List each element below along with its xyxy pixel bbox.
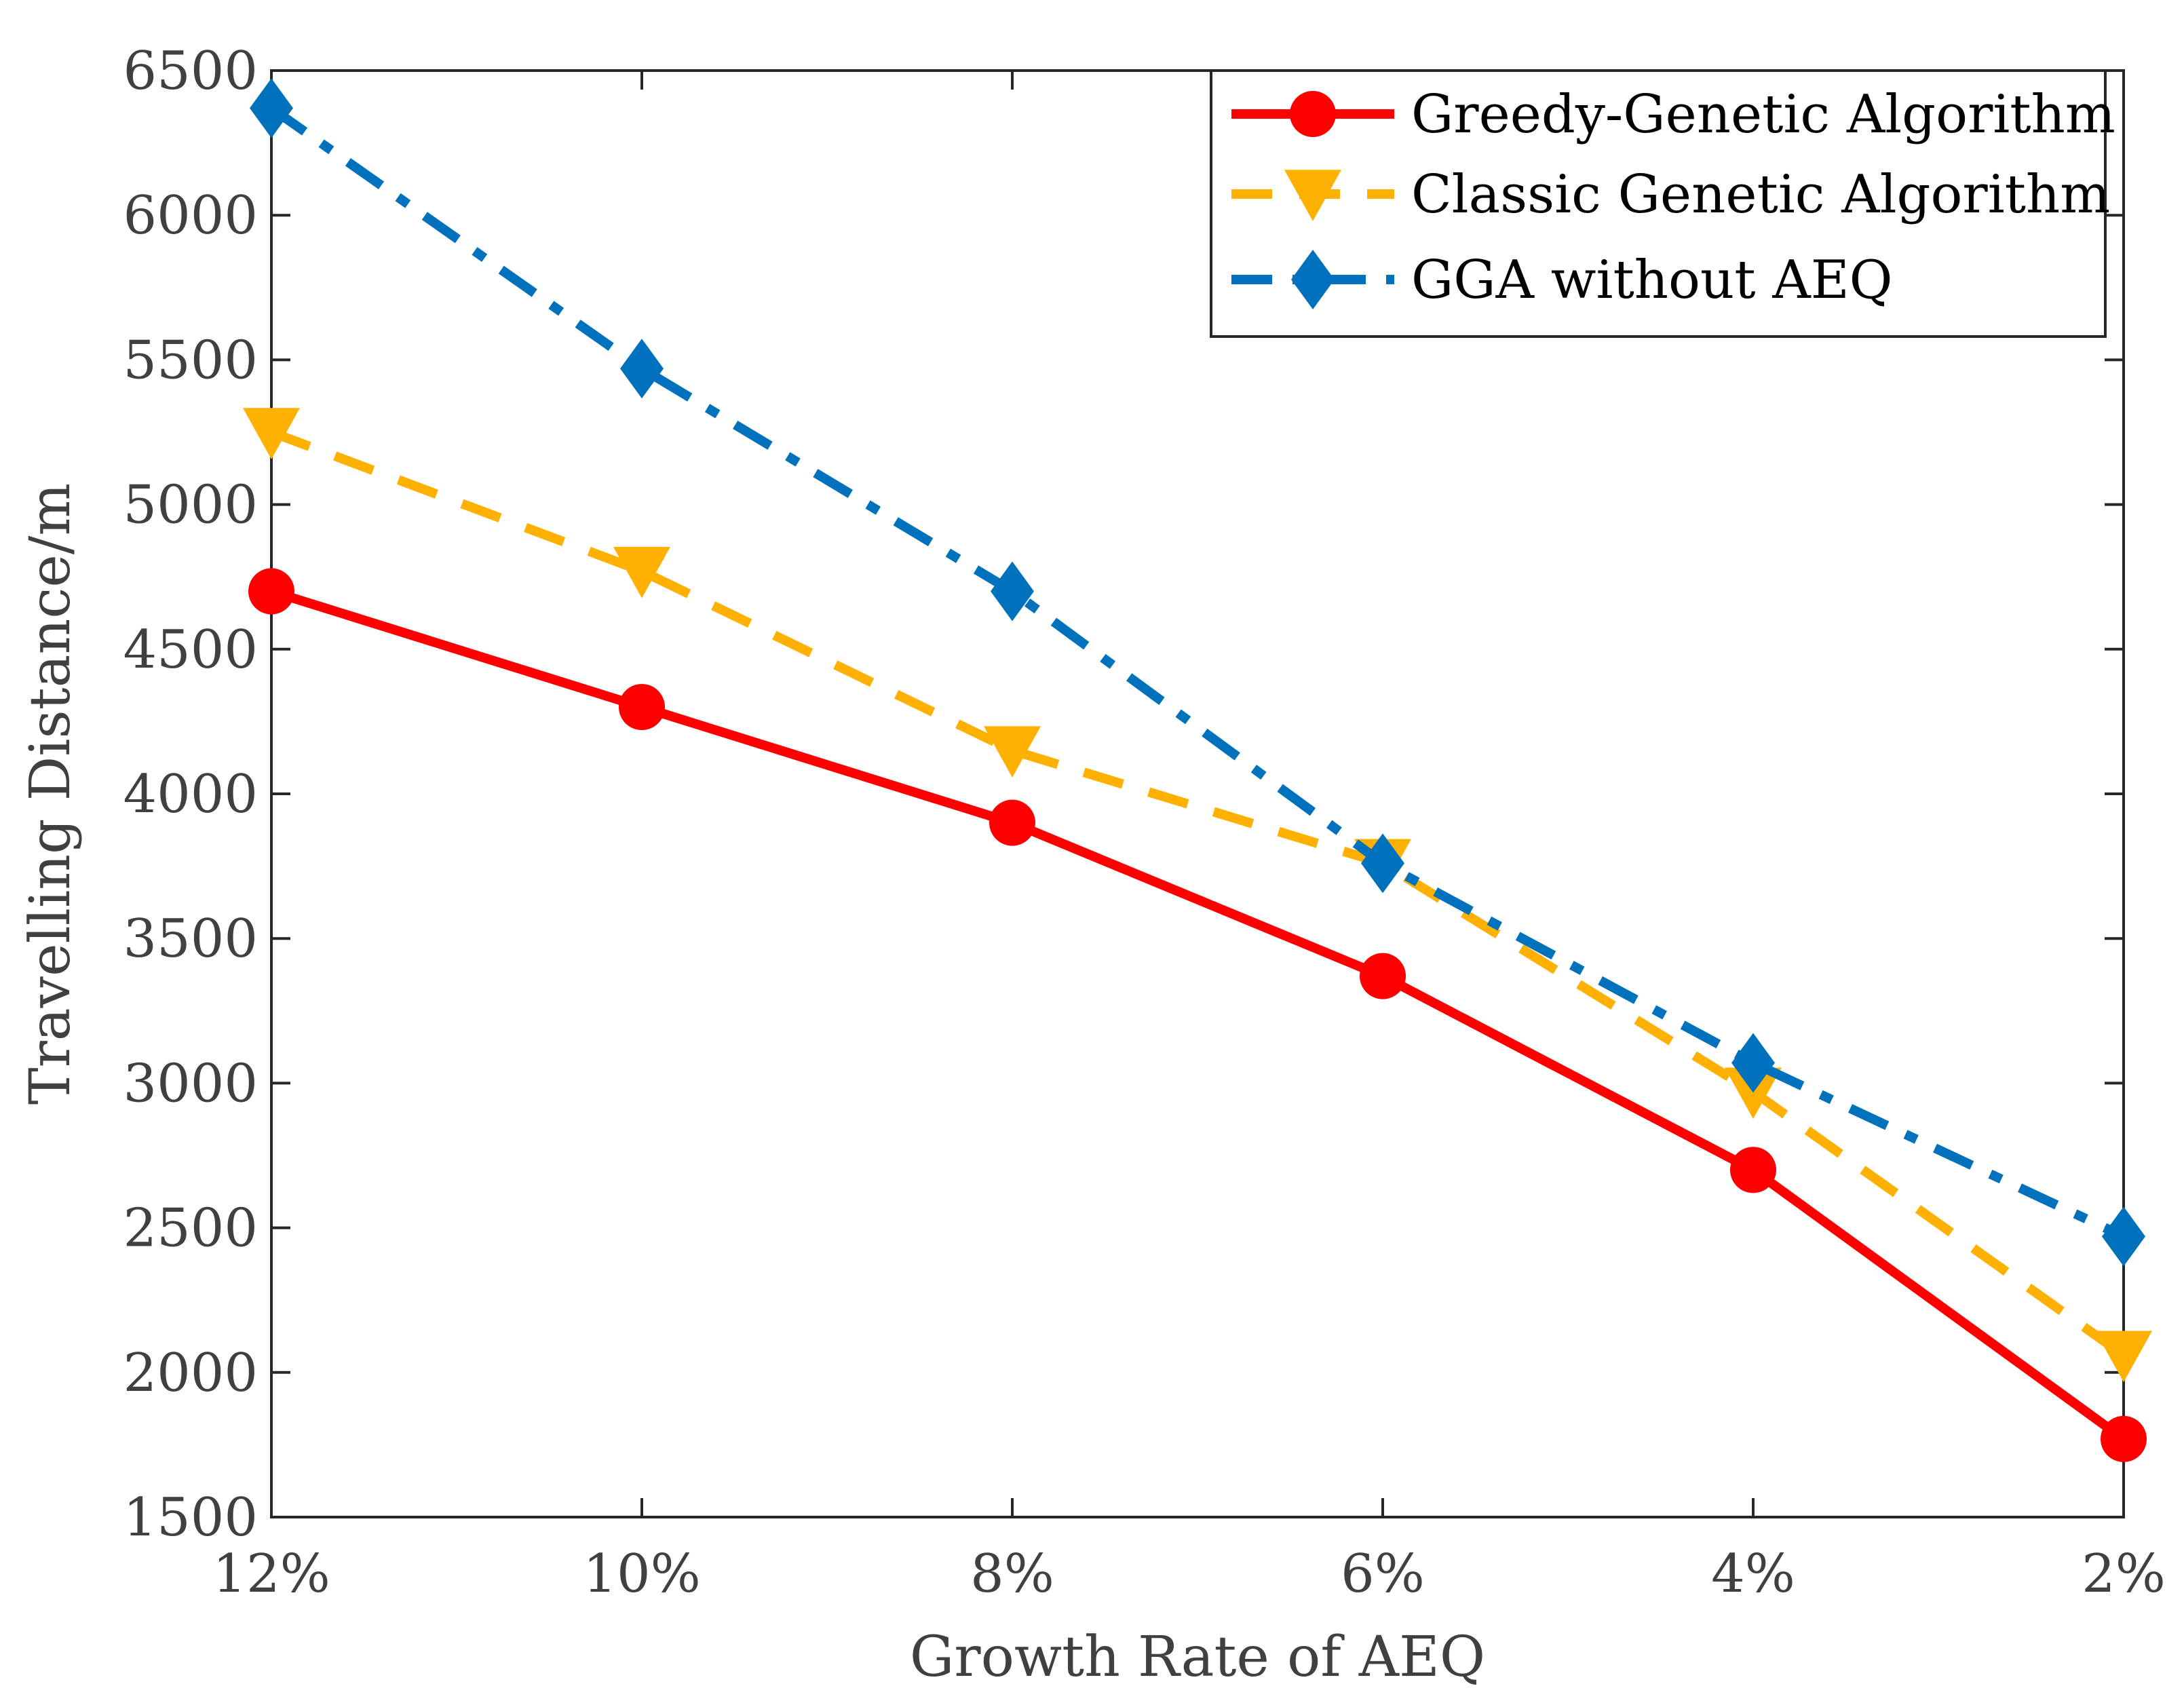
x-tick-label: 4% [1711, 1544, 1795, 1605]
y-tick-label: 5500 [123, 330, 258, 391]
data-point [613, 546, 670, 598]
legend-label: GGA without AEQ [1411, 250, 1893, 311]
y-tick-label: 1500 [123, 1487, 258, 1548]
data-point [989, 799, 1035, 846]
legend-item: Classic Genetic Algorithm [1231, 164, 2110, 225]
data-point [984, 726, 1041, 778]
legend-marker [1284, 170, 1341, 221]
x-tick-label: 12% [212, 1544, 330, 1605]
data-point [250, 78, 293, 138]
legend-label: Classic Genetic Algorithm [1411, 164, 2110, 225]
series-line [269, 427, 2127, 1359]
x-axis-title: Growth Rate of AEQ [910, 1625, 1485, 1689]
x-tick-label: 2% [2082, 1544, 2166, 1605]
legend-marker [1291, 250, 1335, 309]
series-line [269, 586, 2127, 1443]
legend-label: Greedy-Genetic Algorithm [1411, 84, 2115, 145]
y-axis-title: Travelling Distance/m [18, 483, 83, 1105]
data-point [248, 568, 294, 615]
x-axis: 12% 10% 8% 6% 4% 2% [212, 71, 2166, 1605]
y-tick-label: 3000 [123, 1053, 258, 1114]
data-point [1725, 1067, 1782, 1120]
series-1 [248, 568, 2147, 1462]
x-tick-label: 8% [970, 1544, 1054, 1605]
data-point [991, 561, 1034, 621]
data-point [2095, 1331, 2152, 1383]
data-point [620, 339, 664, 399]
y-tick-label: 2500 [123, 1198, 258, 1259]
y-axis: 1500 2000 2500 3000 3500 4000 4500 5000 5500 6000… [123, 41, 2124, 1548]
data-point [2102, 1206, 2145, 1267]
data-point [1361, 833, 1404, 894]
data-point [2101, 1415, 2147, 1462]
series-3 [250, 78, 2145, 1267]
data-point [619, 684, 665, 731]
plot-area [243, 78, 2152, 1462]
legend-item: GGA without AEQ [1231, 250, 1893, 311]
y-tick-label: 4500 [123, 619, 258, 681]
data-point [243, 408, 300, 459]
y-tick-label: 6500 [123, 41, 258, 102]
series-2 [243, 408, 2152, 1383]
y-tick-label: 5000 [123, 475, 258, 536]
x-tick-label: 6% [1341, 1544, 1425, 1605]
y-tick-label: 2000 [123, 1343, 258, 1404]
y-tick-label: 6000 [123, 185, 258, 246]
legend: Greedy-Genetic Algorithm Classic Genetic … [1210, 69, 2115, 338]
legend-item: Greedy-Genetic Algorithm [1231, 84, 2115, 145]
legend-marker [1290, 91, 1336, 137]
series-line [268, 104, 2126, 1241]
y-tick-label: 4000 [123, 764, 258, 825]
data-point [1731, 1033, 1775, 1093]
x-tick-label: 10% [583, 1544, 700, 1605]
data-point [1360, 953, 1406, 999]
data-point [1730, 1147, 1776, 1193]
y-tick-label: 3500 [123, 908, 258, 970]
